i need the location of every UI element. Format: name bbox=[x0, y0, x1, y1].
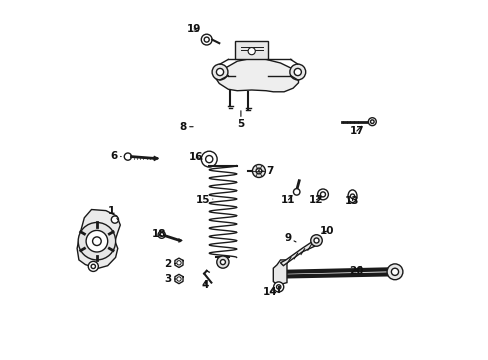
Text: 1: 1 bbox=[107, 206, 118, 220]
Circle shape bbox=[91, 264, 95, 269]
Circle shape bbox=[201, 34, 212, 45]
Circle shape bbox=[313, 238, 318, 243]
Circle shape bbox=[78, 222, 115, 260]
Circle shape bbox=[320, 192, 325, 197]
Circle shape bbox=[88, 261, 98, 271]
Circle shape bbox=[370, 120, 373, 123]
Circle shape bbox=[177, 277, 181, 281]
Text: 10: 10 bbox=[319, 226, 334, 236]
Text: 11: 11 bbox=[281, 195, 295, 205]
Circle shape bbox=[276, 285, 280, 289]
Circle shape bbox=[252, 165, 265, 177]
Text: 8: 8 bbox=[179, 122, 193, 132]
Text: 13: 13 bbox=[345, 195, 359, 206]
Circle shape bbox=[212, 64, 227, 80]
Circle shape bbox=[158, 231, 165, 238]
Circle shape bbox=[204, 37, 209, 42]
Circle shape bbox=[216, 68, 223, 76]
Text: 3: 3 bbox=[164, 274, 176, 284]
Circle shape bbox=[86, 230, 107, 252]
Circle shape bbox=[367, 118, 375, 126]
Circle shape bbox=[386, 264, 402, 280]
Circle shape bbox=[349, 194, 354, 198]
Ellipse shape bbox=[347, 190, 356, 202]
Text: 12: 12 bbox=[308, 195, 323, 205]
Text: 4: 4 bbox=[201, 280, 208, 290]
Circle shape bbox=[390, 268, 398, 275]
Text: 5: 5 bbox=[237, 111, 244, 129]
Circle shape bbox=[256, 168, 261, 174]
Polygon shape bbox=[235, 41, 267, 59]
Polygon shape bbox=[280, 241, 318, 266]
Circle shape bbox=[205, 156, 212, 163]
Text: 7: 7 bbox=[261, 166, 273, 176]
Circle shape bbox=[289, 64, 305, 80]
Text: 20: 20 bbox=[348, 266, 363, 276]
Circle shape bbox=[220, 260, 225, 265]
Circle shape bbox=[177, 261, 181, 265]
Text: 18: 18 bbox=[151, 229, 166, 239]
Circle shape bbox=[273, 282, 283, 292]
Circle shape bbox=[310, 235, 322, 246]
Circle shape bbox=[111, 216, 118, 223]
Text: 19: 19 bbox=[186, 24, 201, 34]
Circle shape bbox=[124, 153, 131, 160]
Polygon shape bbox=[77, 210, 120, 268]
Circle shape bbox=[317, 189, 328, 200]
Circle shape bbox=[293, 189, 299, 195]
Polygon shape bbox=[213, 58, 298, 92]
Circle shape bbox=[216, 256, 228, 268]
Circle shape bbox=[92, 237, 101, 246]
Circle shape bbox=[247, 48, 255, 55]
Text: 15: 15 bbox=[195, 195, 212, 205]
Text: 17: 17 bbox=[349, 126, 364, 136]
Text: 2: 2 bbox=[164, 258, 176, 269]
Circle shape bbox=[294, 68, 301, 76]
Text: 9: 9 bbox=[284, 233, 295, 243]
Text: 14: 14 bbox=[263, 287, 277, 297]
Text: 16: 16 bbox=[189, 152, 203, 162]
Polygon shape bbox=[273, 260, 286, 284]
Circle shape bbox=[201, 151, 217, 167]
Text: 6: 6 bbox=[110, 150, 121, 161]
